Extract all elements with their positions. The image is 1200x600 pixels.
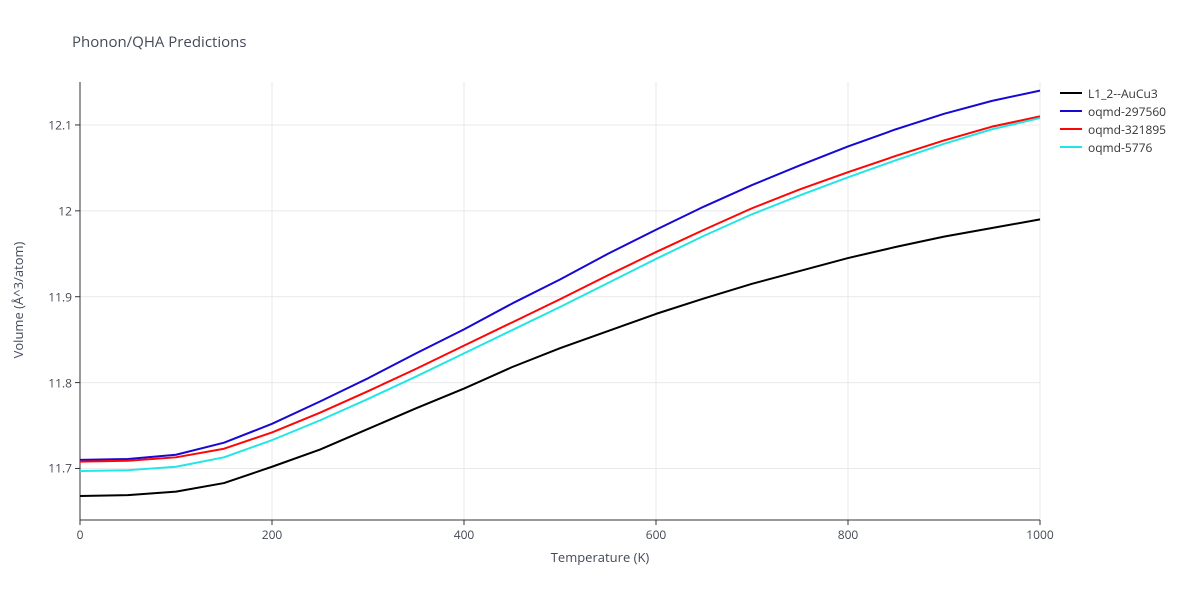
legend-item[interactable]: L1_2--AuCu3 bbox=[1060, 84, 1166, 102]
x-tick-label: 1000 bbox=[1026, 526, 1053, 543]
legend-label: oqmd-5776 bbox=[1088, 139, 1152, 156]
y-tick-label: 12 bbox=[58, 202, 72, 219]
chart-title: Phonon/QHA Predictions bbox=[72, 32, 247, 52]
series-line[interactable] bbox=[80, 91, 1040, 460]
y-axis-label: Volume (Å^3/atom) bbox=[9, 242, 27, 359]
y-tick-label: 11.7 bbox=[48, 460, 72, 477]
x-tick-label: 200 bbox=[262, 526, 283, 543]
x-tick-label: 400 bbox=[454, 526, 475, 543]
y-tick-label: 11.8 bbox=[48, 374, 72, 391]
x-tick-label: 800 bbox=[838, 526, 859, 543]
legend-swatch bbox=[1060, 146, 1082, 148]
legend-label: oqmd-297560 bbox=[1088, 103, 1166, 120]
legend-swatch bbox=[1060, 92, 1082, 94]
legend-item[interactable]: oqmd-321895 bbox=[1060, 120, 1166, 138]
legend-swatch bbox=[1060, 110, 1082, 112]
y-tick-label: 11.9 bbox=[48, 288, 72, 305]
x-tick-label: 0 bbox=[77, 526, 84, 543]
series-line[interactable] bbox=[80, 116, 1040, 461]
series-line[interactable] bbox=[80, 118, 1040, 471]
y-tick-label: 12.1 bbox=[48, 116, 72, 133]
x-tick-label: 600 bbox=[646, 526, 667, 543]
legend[interactable]: L1_2--AuCu3oqmd-297560oqmd-321895oqmd-57… bbox=[1060, 84, 1166, 156]
legend-label: oqmd-321895 bbox=[1088, 121, 1166, 138]
legend-swatch bbox=[1060, 128, 1082, 130]
x-axis-label: Temperature (K) bbox=[0, 548, 1120, 566]
chart-container: Phonon/QHA Predictions Volume (Å^3/atom)… bbox=[0, 0, 1200, 600]
plot-area[interactable] bbox=[80, 82, 1040, 520]
legend-label: L1_2--AuCu3 bbox=[1088, 85, 1158, 102]
legend-item[interactable]: oqmd-5776 bbox=[1060, 138, 1166, 156]
legend-item[interactable]: oqmd-297560 bbox=[1060, 102, 1166, 120]
series-line[interactable] bbox=[80, 219, 1040, 496]
